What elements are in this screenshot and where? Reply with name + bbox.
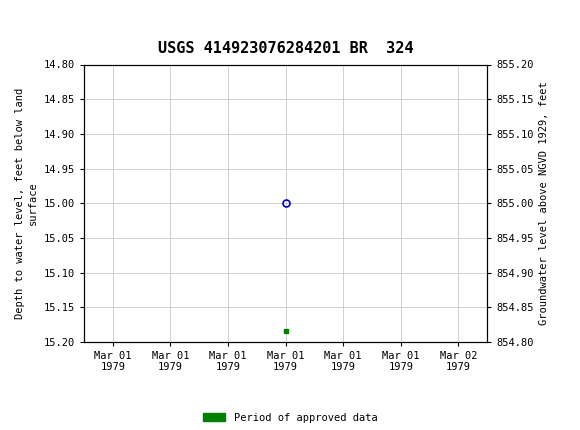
Text: USGS: USGS [27,9,87,28]
Y-axis label: Groundwater level above NGVD 1929, feet: Groundwater level above NGVD 1929, feet [539,81,549,325]
Title: USGS 414923076284201 BR  324: USGS 414923076284201 BR 324 [158,41,414,56]
Legend: Period of approved data: Period of approved data [202,413,378,423]
Y-axis label: Depth to water level, feet below land
surface: Depth to water level, feet below land su… [15,88,38,319]
